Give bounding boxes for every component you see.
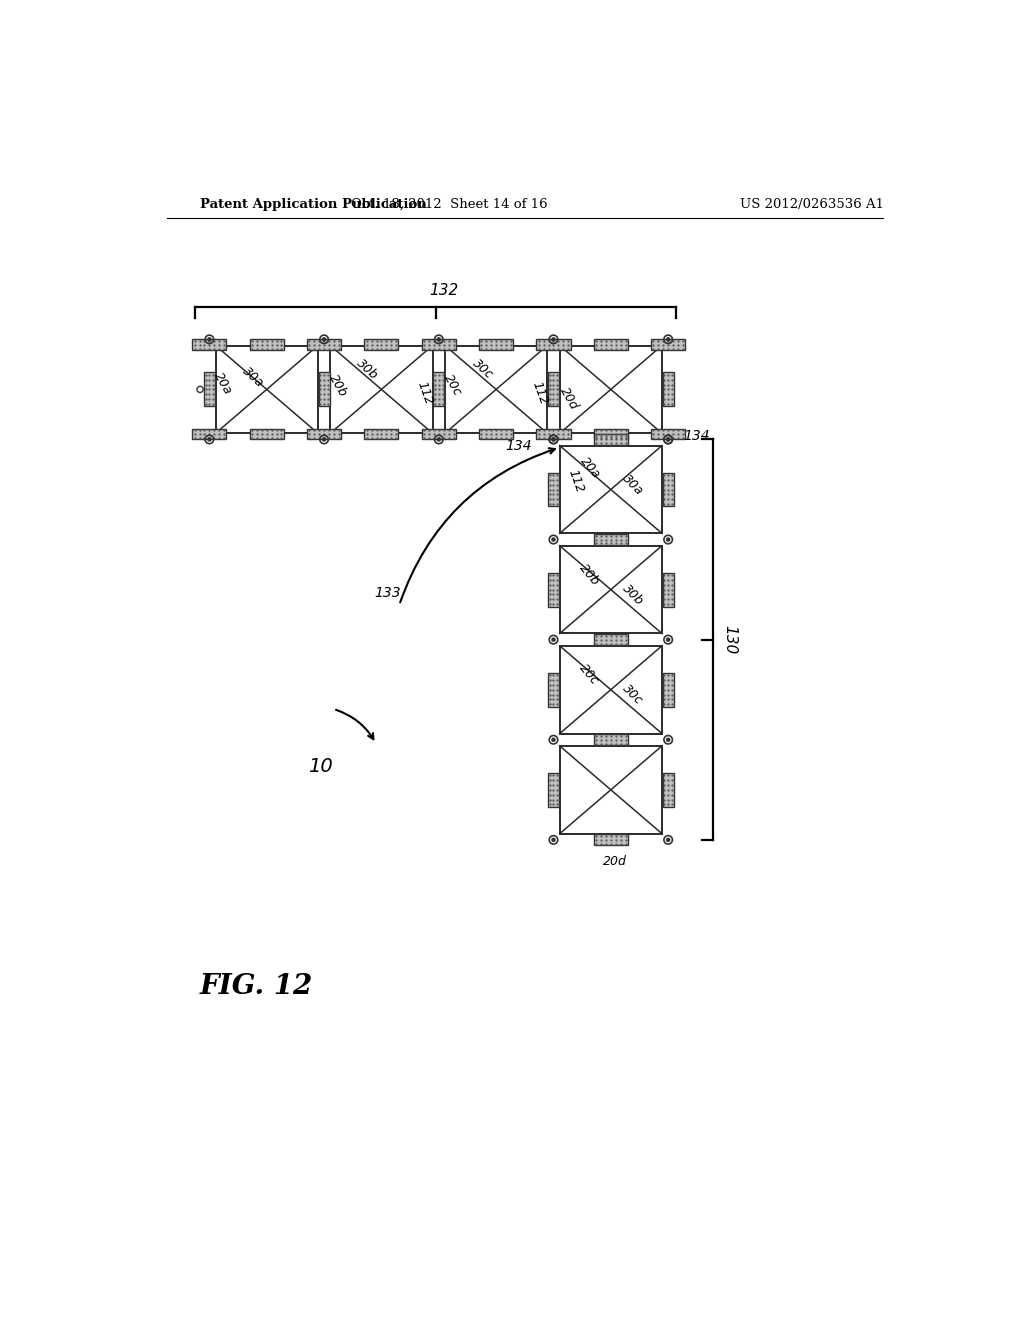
Circle shape <box>208 438 211 441</box>
Circle shape <box>552 539 555 541</box>
Bar <box>548 473 559 507</box>
Text: 112: 112 <box>529 380 550 407</box>
Bar <box>548 673 559 706</box>
Bar <box>594 635 628 645</box>
Circle shape <box>437 438 440 441</box>
Text: Oct. 18, 2012  Sheet 14 of 16: Oct. 18, 2012 Sheet 14 of 16 <box>351 198 548 211</box>
Bar <box>663 774 674 807</box>
Text: 20c: 20c <box>577 661 601 688</box>
Text: Patent Application Publication: Patent Application Publication <box>200 198 427 211</box>
Bar <box>651 339 685 350</box>
Bar <box>307 429 341 440</box>
Bar <box>422 339 456 350</box>
Text: 30b: 30b <box>621 582 646 607</box>
Bar <box>193 429 226 440</box>
Text: 20a: 20a <box>212 370 234 397</box>
Bar <box>663 372 674 407</box>
Circle shape <box>323 438 326 441</box>
Circle shape <box>552 838 555 841</box>
Bar <box>663 573 674 607</box>
Text: 20d: 20d <box>557 385 581 412</box>
Circle shape <box>667 738 670 742</box>
Circle shape <box>667 438 670 441</box>
Circle shape <box>667 838 670 841</box>
Text: 30a: 30a <box>240 364 266 391</box>
Bar <box>479 429 513 440</box>
Text: 112: 112 <box>415 380 435 407</box>
Bar <box>560 545 662 634</box>
Bar <box>365 339 398 350</box>
Text: 20c: 20c <box>441 372 464 399</box>
Text: 20b: 20b <box>577 561 601 587</box>
Text: 134: 134 <box>505 438 531 453</box>
Bar <box>651 429 685 440</box>
Circle shape <box>667 638 670 642</box>
Bar <box>422 429 456 440</box>
Bar <box>594 535 628 545</box>
Bar <box>560 746 662 834</box>
Circle shape <box>667 338 670 341</box>
Bar <box>594 429 628 440</box>
Bar <box>433 372 444 407</box>
Bar <box>548 774 559 807</box>
Bar <box>331 346 432 433</box>
Circle shape <box>552 338 555 341</box>
Circle shape <box>552 438 555 441</box>
Circle shape <box>323 338 326 341</box>
Bar <box>537 339 570 350</box>
Circle shape <box>437 338 440 341</box>
Text: 30c: 30c <box>621 682 645 708</box>
Bar <box>594 434 628 445</box>
Text: 20d: 20d <box>603 855 627 869</box>
Bar <box>594 834 628 845</box>
Circle shape <box>552 638 555 642</box>
Text: 30c: 30c <box>470 356 496 381</box>
Bar <box>365 429 398 440</box>
Circle shape <box>667 438 670 441</box>
Bar <box>445 346 547 433</box>
Text: 112: 112 <box>565 469 586 495</box>
Text: 130: 130 <box>722 626 737 655</box>
Text: 20a: 20a <box>578 454 603 480</box>
Bar <box>548 573 559 607</box>
Text: 133: 133 <box>374 586 400 601</box>
Bar <box>318 372 330 407</box>
Bar <box>594 339 628 350</box>
Bar <box>204 372 215 407</box>
Text: 10: 10 <box>308 758 333 776</box>
Bar <box>537 429 570 440</box>
Text: 134: 134 <box>684 429 711 442</box>
Bar <box>548 372 559 407</box>
Circle shape <box>552 738 555 742</box>
Bar <box>663 673 674 706</box>
Circle shape <box>208 338 211 341</box>
Bar <box>479 339 513 350</box>
Bar <box>594 734 628 744</box>
Bar <box>663 473 674 507</box>
Text: 132: 132 <box>429 282 458 298</box>
Circle shape <box>667 539 670 541</box>
Text: 20b: 20b <box>327 372 349 399</box>
Text: FIG. 12: FIG. 12 <box>200 973 312 999</box>
Bar <box>250 339 284 350</box>
Text: 30b: 30b <box>354 356 381 383</box>
Text: 30a: 30a <box>621 471 646 498</box>
Text: US 2012/0263536 A1: US 2012/0263536 A1 <box>740 198 885 211</box>
Bar <box>193 339 226 350</box>
Bar <box>307 339 341 350</box>
Bar <box>560 446 662 533</box>
Bar <box>560 346 662 433</box>
Circle shape <box>552 438 555 441</box>
Bar <box>216 346 317 433</box>
Bar <box>250 429 284 440</box>
Bar <box>560 645 662 734</box>
